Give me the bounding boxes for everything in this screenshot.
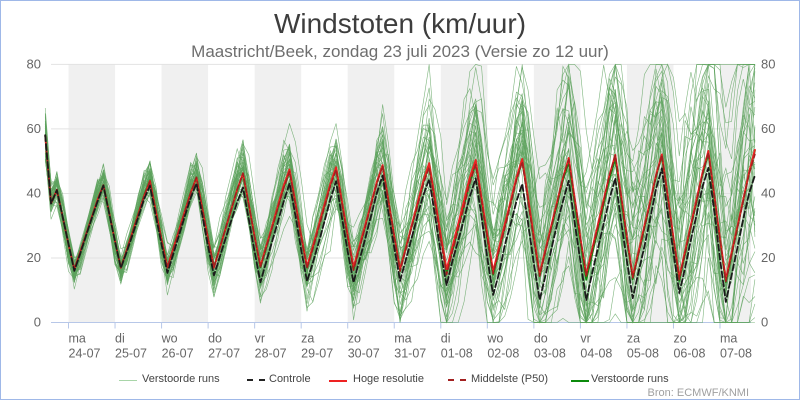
svg-text:31-07: 31-07 bbox=[394, 347, 426, 361]
svg-text:za: za bbox=[301, 332, 314, 346]
svg-text:do: do bbox=[534, 332, 548, 346]
svg-text:ma: ma bbox=[69, 332, 86, 346]
svg-text:25-07: 25-07 bbox=[115, 347, 147, 361]
svg-text:05-08: 05-08 bbox=[627, 347, 659, 361]
svg-text:0: 0 bbox=[761, 315, 768, 330]
svg-text:28-07: 28-07 bbox=[255, 347, 287, 361]
svg-text:zo: zo bbox=[348, 332, 361, 346]
svg-text:07-08: 07-08 bbox=[720, 347, 752, 361]
svg-text:vr: vr bbox=[255, 332, 265, 346]
svg-text:do: do bbox=[208, 332, 222, 346]
svg-text:24-07: 24-07 bbox=[69, 347, 101, 361]
svg-text:za: za bbox=[627, 332, 640, 346]
svg-text:vr: vr bbox=[580, 332, 590, 346]
svg-text:40: 40 bbox=[761, 185, 775, 200]
svg-text:40: 40 bbox=[27, 185, 41, 200]
svg-text:20: 20 bbox=[27, 250, 41, 265]
svg-text:80: 80 bbox=[761, 56, 775, 71]
svg-text:06-08: 06-08 bbox=[673, 347, 705, 361]
svg-text:20: 20 bbox=[761, 250, 775, 265]
svg-text:27-07: 27-07 bbox=[208, 347, 240, 361]
svg-text:0: 0 bbox=[34, 315, 41, 330]
svg-text:26-07: 26-07 bbox=[162, 347, 194, 361]
svg-text:03-08: 03-08 bbox=[534, 347, 566, 361]
svg-text:01-08: 01-08 bbox=[441, 347, 473, 361]
svg-text:ma: ma bbox=[394, 332, 411, 346]
svg-text:60: 60 bbox=[27, 121, 41, 136]
svg-text:di: di bbox=[441, 332, 451, 346]
svg-text:di: di bbox=[115, 332, 125, 346]
svg-text:60: 60 bbox=[761, 121, 775, 136]
svg-text:wo: wo bbox=[486, 332, 503, 346]
svg-text:29-07: 29-07 bbox=[301, 347, 333, 361]
svg-text:02-08: 02-08 bbox=[487, 347, 519, 361]
svg-text:30-07: 30-07 bbox=[348, 347, 380, 361]
svg-text:04-08: 04-08 bbox=[580, 347, 612, 361]
svg-text:80: 80 bbox=[27, 56, 41, 71]
svg-text:ma: ma bbox=[720, 332, 737, 346]
svg-text:zo: zo bbox=[673, 332, 686, 346]
svg-text:wo: wo bbox=[161, 332, 178, 346]
